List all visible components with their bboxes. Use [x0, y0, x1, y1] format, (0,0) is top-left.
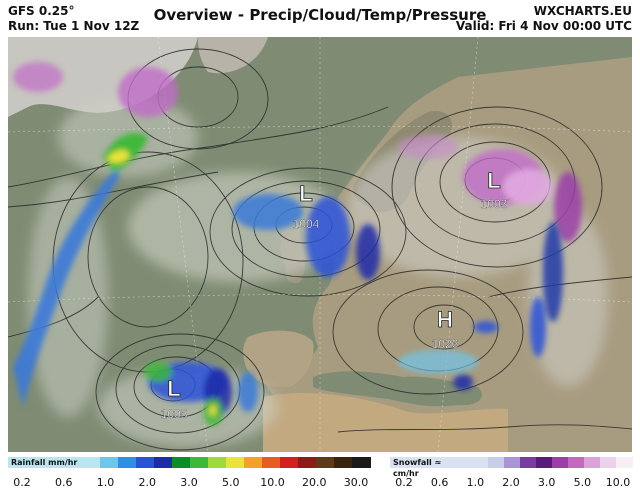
snowfall-legend-swatch [584, 457, 601, 468]
rainfall-legend-swatch [82, 457, 101, 468]
rainfall-legend-tick-label: 1.0 [96, 476, 115, 489]
snowfall-legend-tick-label: 5.0 [573, 476, 592, 489]
rainfall-legend-title: Rainfall mm/hr [8, 457, 82, 468]
iberia-landmass [243, 330, 314, 388]
snowfall-legend-swatch [488, 457, 505, 468]
high-pressure-symbol: H [437, 307, 453, 332]
rainfall-legend-tick-label: 30.0 [343, 476, 369, 489]
rainfall-legend-swatch [298, 457, 317, 468]
rainfall-legend-tick-label: 5.0 [222, 476, 240, 489]
model-label: GFS 0.25° [8, 4, 75, 18]
snowfall-legend-swatch [552, 457, 569, 468]
rainfall-legend-swatch [334, 457, 353, 468]
rainfall-legend-swatch [316, 457, 335, 468]
snowfall-legend-tick-label: 2.0 [502, 476, 520, 489]
snowfall-legend-swatch [616, 457, 633, 468]
snowfall-legend-title: Snowfall ≈ cm/hr [390, 457, 472, 478]
valid-time-label: Valid: Fri 4 Nov 00:00 UTC [455, 19, 632, 33]
rainfall-legend-swatch [190, 457, 209, 468]
snowfall-legend-swatch [504, 457, 521, 468]
rainfall-legend-swatch [154, 457, 173, 468]
rainfall-legend-swatch [136, 457, 155, 468]
pressure-value: 1004 [293, 217, 320, 231]
legend-bar: Rainfall mm/hr 0.2 0.6 1.0 2.0 3.0 5.0 10.0 20.0… [0, 452, 640, 495]
weather-map: L 1004 L 1003 H 1026 L 1005 [8, 37, 632, 452]
snowfall-areas [13, 62, 582, 242]
rainfall-legend-swatch [208, 457, 227, 468]
snowfall-legend-tick-label: 3.0 [537, 476, 556, 489]
low-pressure-symbol: L [167, 376, 180, 401]
rainfall-legend-tick-label: 0.6 [55, 476, 73, 489]
rainfall-legend-swatch [226, 457, 245, 468]
rainfall-legend-tick-label: 20.0 [302, 476, 327, 489]
rainfall-legend-swatch [352, 457, 371, 468]
mediterranean-sea [313, 371, 482, 407]
low-pressure-symbol: L [299, 181, 312, 206]
africa-landmass [263, 392, 508, 452]
rainfall-legend-swatch [100, 457, 119, 468]
snowfall-legend-tick-label: 10.0 [605, 476, 631, 489]
header-bar: GFS 0.25° Run: Tue 1 Nov 12Z Overview - … [0, 0, 640, 37]
snowfall-legend-tick-label: 1.0 [466, 476, 485, 489]
rainfall-legend-tick-label: 0.2 [13, 476, 31, 489]
rainfall-legend-swatch [118, 457, 137, 468]
snowfall-legend-swatch [536, 457, 553, 468]
pressure-value: 1005 [161, 407, 188, 421]
chart-title: Overview - Precip/Cloud/Temp/Pressure [153, 6, 487, 24]
rainfall-legend-swatch [280, 457, 299, 468]
rainfall-legend-swatch [262, 457, 281, 468]
rainfall-legend-swatch [244, 457, 263, 468]
snowfall-legend-swatch [568, 457, 585, 468]
snowfall-legend-tick-label: 0.2 [395, 476, 413, 489]
site-label: WXCHARTS.EU [533, 4, 632, 18]
rainfall-legend-tick-label: 2.0 [138, 476, 157, 489]
snowfall-legend-swatch [600, 457, 617, 468]
pressure-value: 1026 [432, 337, 459, 351]
run-label: Run: Tue 1 Nov 12Z [8, 19, 140, 33]
snowfall-legend-tick-label: 0.6 [430, 476, 449, 489]
pressure-centres: L 1004 L 1003 H 1026 L 1005 [160, 168, 508, 422]
rainfall-areas [13, 133, 563, 426]
low-pressure-symbol: L [487, 168, 500, 193]
rainfall-legend-swatch [172, 457, 191, 468]
map-svg: L 1004 L 1003 H 1026 L 1005 [8, 37, 632, 452]
pressure-value: 1003 [481, 197, 508, 211]
snowfall-legend-swatch [520, 457, 537, 468]
snowfall-legend-swatch [472, 457, 489, 468]
rainfall-legend-tick-label: 10.0 [260, 476, 285, 489]
rainfall-legend-tick-label: 3.0 [180, 476, 198, 489]
graticule [8, 37, 632, 452]
